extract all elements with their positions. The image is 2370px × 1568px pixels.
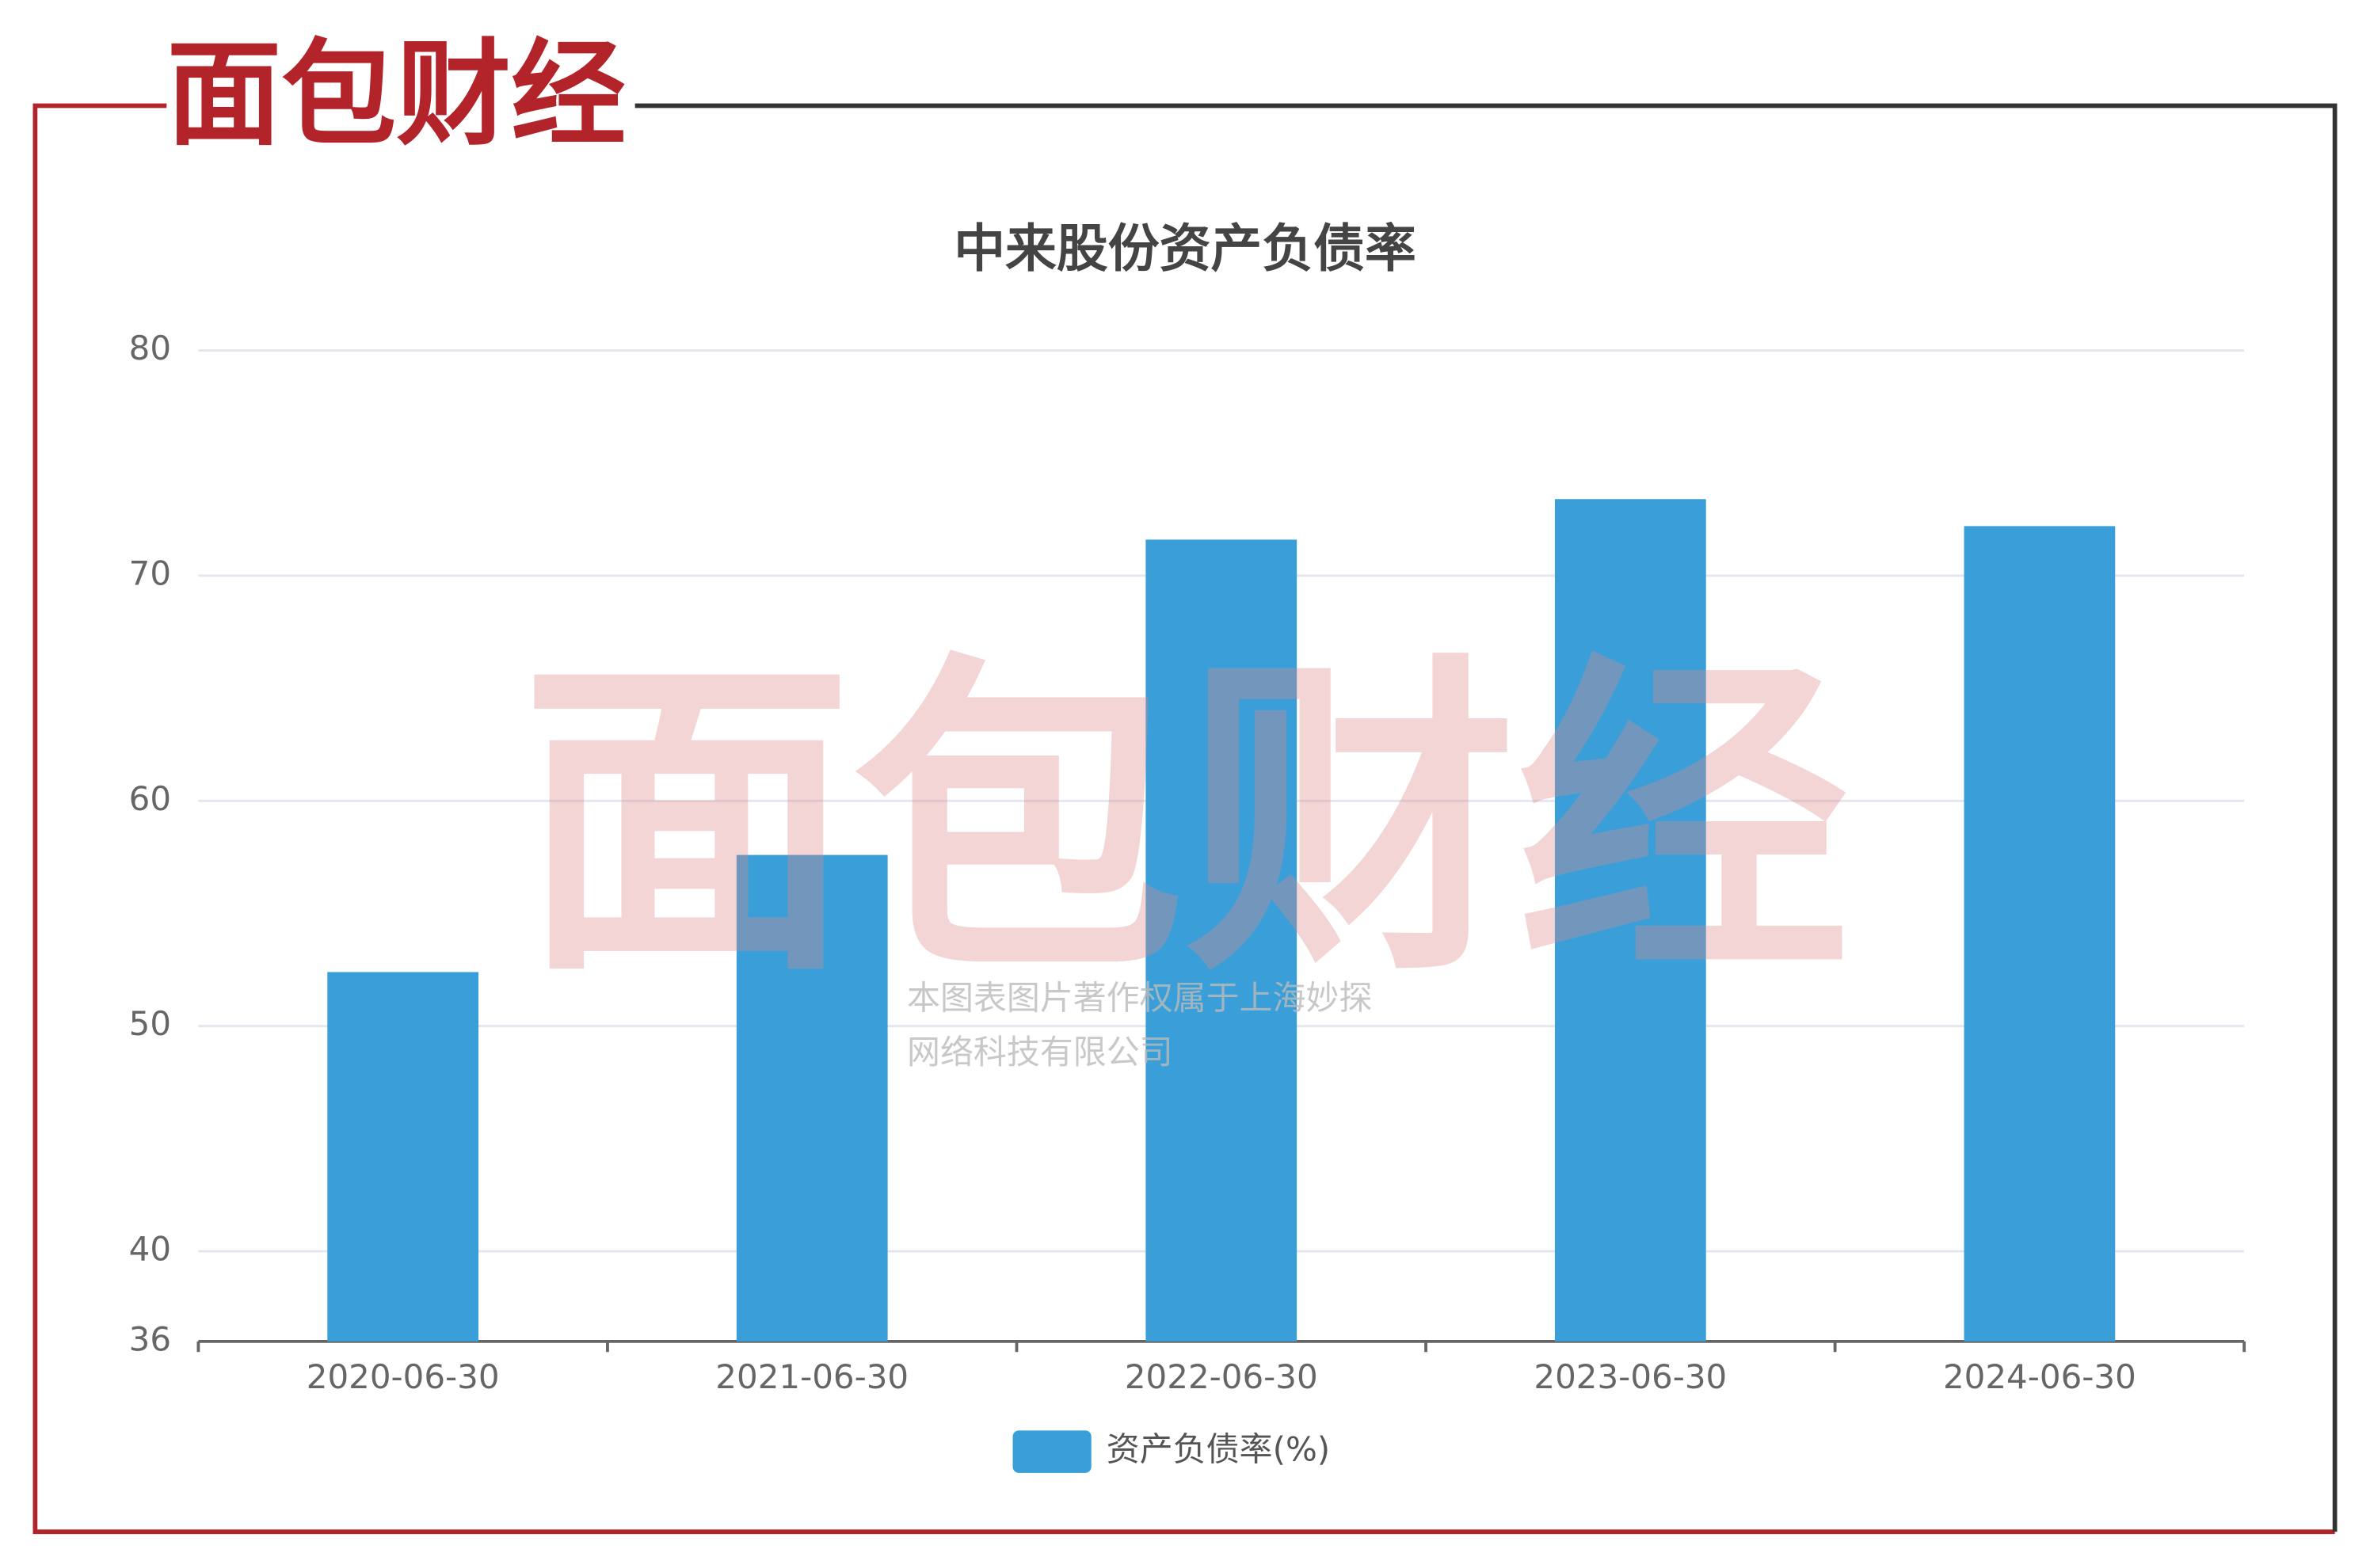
x-tick-label: 2020-06-30 [307,1357,500,1396]
legend-label: 资产负债率(%) [1107,1430,1330,1469]
x-tick-label: 2022-06-30 [1125,1357,1318,1396]
y-tick-label: 60 [129,779,171,818]
x-tick-label: 2021-06-30 [715,1357,909,1396]
bar [1964,526,2116,1342]
watermark-text: 本图表图片著作权属于上海妙探 [907,978,1372,1017]
frame-dark [634,103,2338,1532]
bar [327,972,479,1342]
watermark-text: 网络科技有限公司 [907,1033,1173,1071]
bar [736,854,888,1342]
legend-swatch [1012,1430,1092,1473]
watermark-logo: 面包财经 [520,628,1850,1015]
y-tick-label: 80 [129,329,171,367]
bar [1145,539,1297,1342]
y-tick-label: 70 [129,554,171,592]
x-tick-label: 2023-06-30 [1534,1357,1727,1396]
y-tick-label: 50 [129,1004,171,1043]
plot-area: 36 40 50 60 70 80 2020-06-30 2021-06-30 2022-06-… [129,329,2246,1473]
chart-title: 中来股份资产负债率 [954,219,1416,279]
y-tick-label: 36 [129,1319,171,1358]
logo: 面包财经 [166,28,626,162]
bar [1554,499,1706,1342]
frame-red [32,103,2335,1535]
y-tick-label: 40 [129,1230,171,1269]
x-tick-label: 2024-06-30 [1943,1357,2136,1396]
